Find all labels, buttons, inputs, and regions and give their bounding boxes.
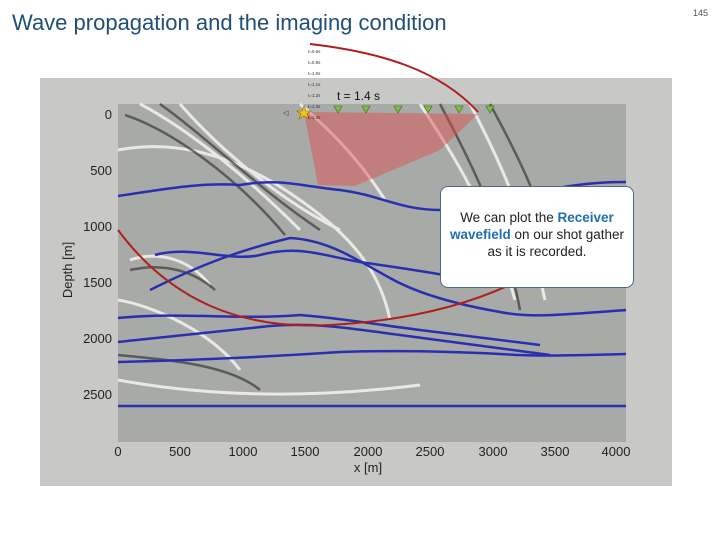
y-tick-labels: 0 500 1000 1500 2000 2500 xyxy=(83,107,112,402)
x-tick-label: 1000 xyxy=(229,444,258,459)
x-tick-labels: 0 500 1000 1500 2000 2500 3000 3500 4000 xyxy=(114,444,630,459)
y-tick-label: 0 xyxy=(105,107,112,122)
x-tick-label: 500 xyxy=(169,444,191,459)
x-axis-label: x [m] xyxy=(354,460,382,475)
x-tick-label: 4000 xyxy=(602,444,631,459)
x-tick-label: 3500 xyxy=(541,444,570,459)
callout-text-part2: on our shot gather as it is recorded. xyxy=(487,227,625,259)
receiver-wavefield-callout: We can plot the Receiver wavefield on ou… xyxy=(440,186,634,288)
reflectors xyxy=(117,180,627,408)
current-time-label: t = 1.4 s xyxy=(337,89,380,103)
receiver-markers xyxy=(333,105,495,114)
x-tick-label: 0 xyxy=(114,444,121,459)
y-tick-label: 1500 xyxy=(83,275,112,290)
time-step-label: t=1.0s xyxy=(308,71,321,76)
top-arc-arrow xyxy=(309,43,479,113)
time-step-label: t=1.2s xyxy=(308,93,321,98)
x-tick-label: 2500 xyxy=(416,444,445,459)
y-tick-label: 1000 xyxy=(83,219,112,234)
y-tick-label: 2000 xyxy=(83,331,112,346)
time-step-label: t=0.6s xyxy=(308,49,321,54)
y-tick-label: 2500 xyxy=(83,387,112,402)
slide-number: 145 xyxy=(692,8,708,18)
callout-highlight: Receiver wavefield xyxy=(449,210,614,242)
source-star-icon xyxy=(296,105,312,120)
x-tick-label: 2000 xyxy=(354,444,383,459)
slide-title: Wave propagation and the imaging conditi… xyxy=(12,10,447,35)
time-step-label: t=1.4s xyxy=(308,115,321,120)
time-step-label: t=1.1s xyxy=(308,82,321,87)
y-tick-label: 500 xyxy=(90,163,112,178)
wavefronts xyxy=(117,102,547,396)
receiver-wavefield-wedge xyxy=(304,112,478,186)
bottom-arc-arrow xyxy=(117,229,521,327)
time-step-label: t=0.8s xyxy=(308,60,321,65)
source-offset-marker: ◁ xyxy=(283,110,289,117)
callout-text-part1: We can plot the xyxy=(460,210,558,225)
time-step-label: t=1.3s xyxy=(308,104,321,109)
x-tick-label: 1500 xyxy=(291,444,320,459)
x-tick-label: 3000 xyxy=(479,444,508,459)
time-step-labels: t=0.6s t=0.8s t=1.0s t=1.1s t=1.2s t=1.3… xyxy=(308,49,321,120)
y-axis-label: Depth [m] xyxy=(60,242,75,298)
